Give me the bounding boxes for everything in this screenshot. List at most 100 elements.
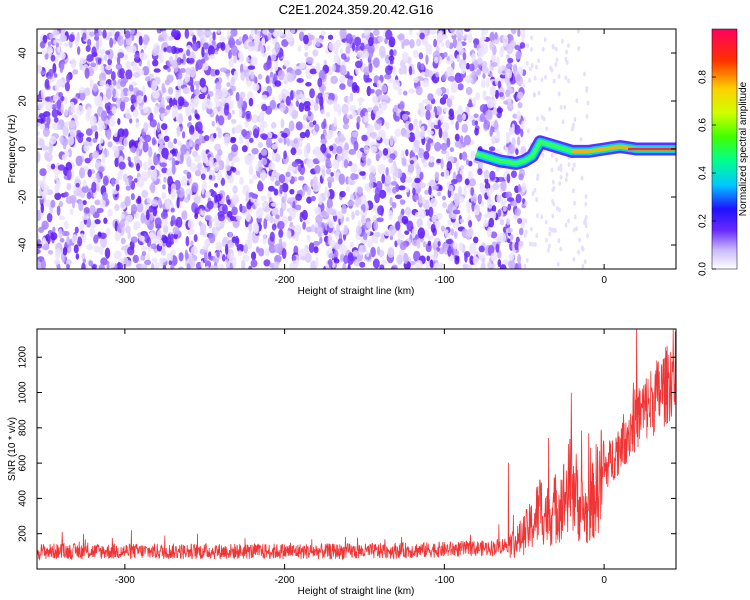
spectrogram-speck [421,196,426,205]
spectrogram-speck [312,120,317,126]
spectrogram-speck [149,119,157,128]
spectrogram-speck [489,31,495,43]
spectrogram-speck [518,227,524,236]
spectrogram-speck [451,179,458,185]
spectrogram-speck [374,231,381,238]
spectrogram-speck [408,132,416,143]
snr-y-tick-label: 800 [18,419,29,436]
spectrogram-speck [211,120,216,127]
spectrogram-speck [200,173,206,180]
spectrogram-speck [135,118,140,124]
spectrogram-speck [500,180,507,192]
spectrogram-speck [252,83,260,92]
spectrogram-speck [130,236,139,244]
spectrogram-speck [81,215,90,220]
spectrogram-speck [489,210,497,221]
spectrogram-speck [537,90,541,96]
spectrogram-speck [325,167,332,175]
spectrogram-speck [102,191,108,201]
spectrogram-speck [164,153,169,160]
spectrogram-speck [459,165,465,170]
spectrogram-speck [154,217,162,228]
spectrogram-speck [446,97,453,108]
spectrogram-speck [520,120,525,130]
spectrogram-speck [269,99,277,110]
spectrogram-speck [561,119,565,125]
spectrogram-speck [237,250,243,257]
spectrogram-speck [117,35,124,46]
spectrogram-speck [493,119,499,130]
spectrogram-speck [418,52,424,60]
spectrogram-speck [187,228,195,235]
spectrogram-speck [510,29,517,35]
spectrogram-speck [227,152,234,162]
spectrogram-speck [99,80,106,87]
spectrogram-speck [392,65,397,76]
spectrogram-speck [570,126,574,132]
spectrogram-speck [411,228,416,239]
colorbar-label: Normalized spectral amplitude [738,81,749,216]
spectrogram-speck [236,243,244,253]
spectrogram-speck [344,142,349,152]
snr-x-tick-label: -300 [115,575,135,586]
spectrogram-speck [279,102,286,112]
spectrogram-speck [106,130,112,141]
spectrogram-speck [79,167,86,179]
spectrogram-speck [395,221,401,231]
spectrogram-speck [476,69,481,76]
spectrogram-speck [181,210,188,221]
spectrogram-speck [456,76,464,83]
spectrogram-speck [567,218,570,224]
spectrogram-speck [586,100,590,106]
spectrogram-y-tick-label: 20 [18,95,29,107]
spectrogram-speck [446,66,454,78]
spectrogram-speck [140,246,148,251]
spectrogram-speck [577,29,580,34]
spectrogram-speck [258,152,263,161]
spectrogram-speck [505,135,511,144]
spectrogram-speck [506,197,515,202]
spectrogram-speck [366,124,374,134]
spectrogram-speck [255,246,260,254]
spectrogram-speck [76,104,84,116]
spectrogram-speck [450,119,454,126]
spectrogram-speck [555,57,559,63]
spectrogram-speck [403,39,410,46]
spectrogram-speck [157,137,165,145]
spectrogram-speck [271,143,278,150]
spectrogram-speck [362,232,368,241]
spectrogram-speck [362,203,366,213]
spectrogram-speck [517,218,523,224]
spectrogram-speck [572,227,576,233]
spectrogram-speck [270,174,275,182]
spectrogram-speck [231,144,239,153]
spectrogram-speck [559,104,563,110]
spectrogram-speck [309,88,315,99]
spectrogram-speck [231,194,240,205]
spectrogram-speck [540,77,544,83]
spectrogram-speck [228,232,233,238]
spectrogram-speck [98,72,107,82]
spectrogram-speck [214,69,220,76]
spectrogram-speck [552,227,556,233]
spectrogram-speck [235,170,241,176]
spectrogram-speck [552,186,556,191]
spectrogram-speck [214,143,221,152]
spectrogram-speck [506,43,514,55]
spectrogram-speck [166,105,171,110]
spectrogram-speck [66,169,72,181]
spectrogram-speck [317,77,323,88]
spectrogram-speck [189,29,194,35]
spectrogram-speck [285,171,291,178]
spectrogram-speck [248,221,253,233]
spectrogram-speck [193,234,198,243]
spectrogram-speck [96,207,104,214]
spectrogram-speck [194,143,200,151]
spectrogram-speck [52,226,56,233]
spectrogram-x-label: Height of straight line (km) [298,286,415,297]
snr-x-tick-label: -200 [275,575,295,586]
spectrogram-speck [450,82,459,93]
spectrogram-speck [98,48,106,55]
